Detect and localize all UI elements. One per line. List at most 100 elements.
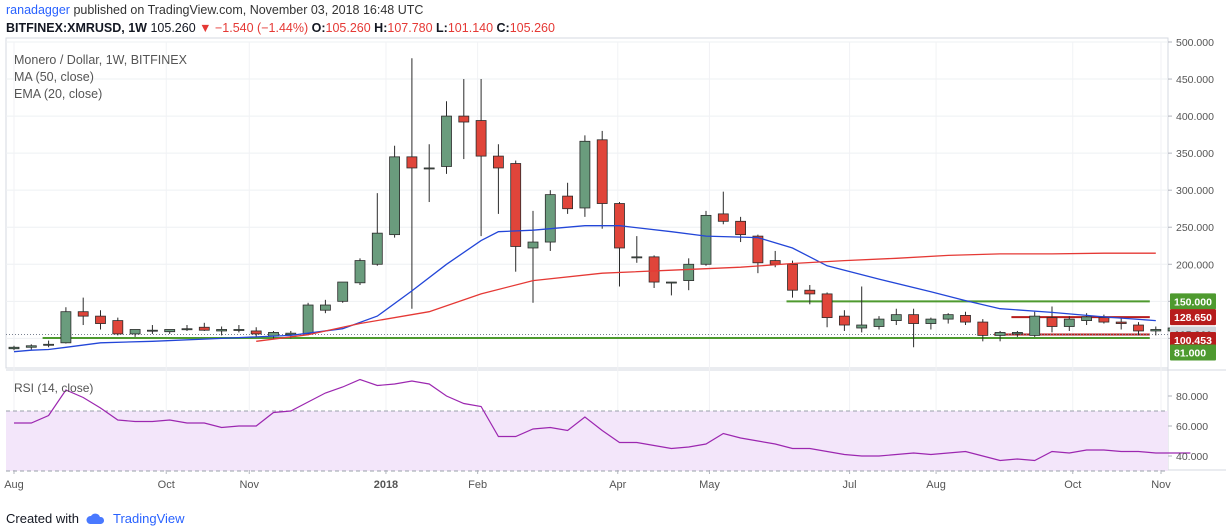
low-value: 101.140 (447, 21, 494, 35)
price-tag-box (1170, 332, 1216, 349)
candle-down (198, 326, 210, 331)
publish-info: published on TradingView.com, November 0… (73, 3, 424, 17)
ma-50-line (256, 252, 1156, 342)
x-tick-label: Oct (158, 479, 175, 491)
candle-up (164, 329, 176, 333)
candle-down (562, 195, 573, 210)
candle-up (371, 232, 383, 265)
candle-down (648, 256, 660, 283)
candle-up (423, 167, 435, 170)
candle-up (994, 332, 1006, 336)
ma-legend[interactable]: MA (50, close) (14, 70, 94, 84)
price-tag-support: 81.000 (1170, 344, 1216, 361)
price-tick-label: 450.000 (1176, 74, 1214, 86)
last-price: 105.260 (150, 21, 196, 35)
open-label: O: (311, 21, 326, 35)
candle-down (804, 289, 816, 295)
candle-down (735, 220, 746, 236)
tradingview-link[interactable]: TradingView (112, 511, 185, 526)
high-label: H: (374, 21, 388, 35)
candle-up (527, 241, 539, 249)
price-tag-box (1170, 309, 1216, 326)
ema-legend[interactable]: EMA (20, close) (14, 87, 103, 101)
candle-up (285, 332, 297, 336)
footer: Created with TradingView (6, 511, 185, 526)
candle-up (181, 328, 193, 331)
rsi-band (6, 411, 1168, 471)
candle-up (873, 318, 885, 327)
x-tick-label: Jul (843, 479, 857, 491)
candle-down (960, 314, 971, 323)
candle-down (475, 120, 487, 157)
moving-average-lines (13, 225, 1156, 353)
candle-up (1081, 316, 1092, 321)
price-tick-label: 300.000 (1176, 185, 1214, 197)
candle-up (631, 256, 643, 259)
candle-up (1029, 315, 1041, 336)
close-label: C: (496, 21, 510, 35)
down-arrow-icon: ▼ (199, 21, 212, 35)
candle-up (25, 345, 37, 348)
candle-up (1150, 329, 1162, 332)
price-tag-label: 150.000 (1174, 296, 1212, 308)
candle-down (112, 320, 124, 335)
candle-down (717, 213, 729, 222)
candle-up (579, 140, 591, 209)
candle-up (129, 329, 141, 335)
candle-up (60, 311, 72, 344)
price-tick-label: 250.000 (1176, 222, 1214, 234)
candle-down (769, 260, 781, 265)
rsi-line (14, 378, 1191, 462)
x-tick-label: Aug (926, 479, 946, 491)
x-tick-label: Aug (4, 479, 24, 491)
candle-down (458, 115, 470, 123)
candle-up (216, 329, 228, 332)
candle-up (319, 304, 331, 311)
price-tag-box (1170, 344, 1216, 361)
candle-down (1098, 317, 1110, 323)
close-value: 105.260 (509, 21, 555, 35)
candle-down (1115, 321, 1127, 324)
candle-down (406, 156, 418, 169)
candle-up (890, 314, 902, 321)
price-tag-resist: 128.650 (1170, 309, 1216, 326)
candle-down (821, 293, 833, 319)
created-with-text: Created with (6, 511, 79, 526)
price-tag-resist: 100.453 (1170, 332, 1216, 349)
candle-up (1063, 318, 1075, 327)
candle-up (942, 314, 954, 320)
x-tick-label: May (699, 479, 720, 491)
candle-down (908, 314, 919, 324)
open-value: 105.260 (325, 21, 371, 35)
price-tick-label: 200.000 (1176, 259, 1214, 271)
candle-down (77, 311, 89, 317)
candle-up (146, 329, 158, 332)
chart-title: Monero / Dollar, 1W, BITFINEX (14, 53, 187, 67)
x-tick-label: Nov (239, 479, 259, 491)
candle-up (683, 263, 695, 281)
x-tick-label: Feb (468, 479, 487, 491)
symbol[interactable]: BITFINEX:XMRUSD, 1W (6, 21, 147, 35)
candle-up (856, 324, 868, 329)
rsi-tick-label: 40.000 (1176, 451, 1208, 463)
candle-down (839, 315, 850, 326)
candle-down (752, 235, 764, 264)
candle-up (544, 194, 556, 243)
candle-up (302, 304, 314, 335)
candle-down (510, 163, 522, 247)
candle-up (441, 115, 452, 167)
x-tick-label: Nov (1151, 479, 1171, 491)
price-tag-box (1170, 293, 1216, 310)
candle-down (977, 321, 989, 336)
rsi-pane: RSI (14, close) (6, 378, 1191, 472)
author-link[interactable]: ranadagger (6, 3, 70, 17)
candle-down (1133, 324, 1144, 332)
quote-line: BITFINEX:XMRUSD, 1W 105.260 ▼ −1.540 (−1… (6, 20, 555, 36)
price-tag-label: 128.650 (1174, 312, 1212, 324)
x-tick-label: 2018 (374, 479, 398, 491)
candle-down (787, 263, 798, 291)
publish-header: ranadagger published on TradingView.com,… (6, 2, 423, 18)
candle-up (1012, 332, 1023, 335)
